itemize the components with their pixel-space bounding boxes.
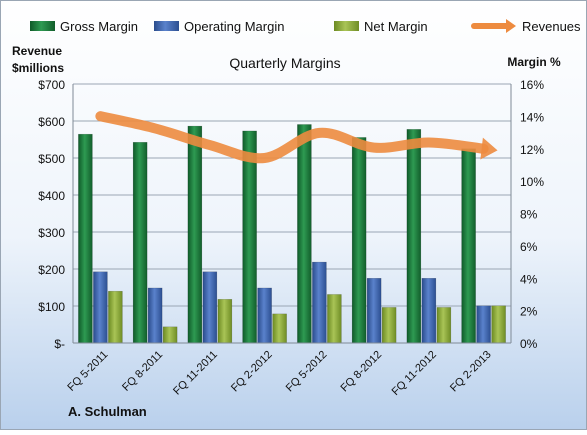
operating-margin-bar — [93, 271, 108, 344]
left-tick-label: $700 — [38, 78, 65, 92]
operating-margin-bar — [257, 287, 272, 344]
gross-margin-bar — [406, 129, 422, 344]
revenues-arrowhead — [480, 137, 498, 160]
net-margin-bar — [217, 299, 233, 344]
net-margin-bar — [162, 326, 178, 344]
left-axis-title-line1: Revenue — [12, 44, 62, 58]
operating-margin-bar — [312, 261, 327, 344]
operating-margin-bar — [202, 271, 218, 344]
left-tick-label: $400 — [38, 189, 65, 203]
gross-margin-bar — [78, 133, 93, 344]
left-tick-label: $500 — [38, 152, 65, 166]
operating-margin-bar — [476, 305, 491, 344]
legend-swatch-operating-margin — [154, 21, 179, 31]
legend: Gross Margin Operating Margin Net Margin Re… — [30, 19, 581, 34]
right-tick-label: 4% — [520, 272, 538, 286]
left-tick-label: $- — [54, 337, 65, 351]
legend-label-revenues: Revenues — [522, 19, 581, 34]
chart-title: Quarterly Margins — [229, 55, 340, 71]
bars — [78, 124, 506, 344]
operating-margin-bar — [421, 278, 437, 344]
legend-label-operating-margin: Operating Margin — [184, 19, 284, 34]
left-tick-label: $600 — [38, 115, 65, 129]
right-tick-label: 0% — [520, 337, 538, 351]
operating-margin-bar — [366, 278, 382, 344]
left-tick-label: $200 — [38, 263, 65, 277]
gross-margin-bar — [187, 125, 203, 344]
legend-swatch-gross-margin — [30, 21, 55, 31]
operating-margin-bar — [147, 287, 163, 344]
net-margin-bar — [491, 305, 506, 344]
right-tick-label: 14% — [520, 110, 544, 124]
revenue-line — [95, 111, 498, 164]
gross-margin-bar — [461, 148, 476, 344]
gross-margin-bar — [297, 124, 312, 344]
left-axis-title-line2: $millions — [12, 61, 64, 75]
legend-swatch-net-margin — [334, 21, 359, 31]
right-tick-label: 16% — [520, 78, 544, 92]
net-margin-bar — [381, 307, 397, 344]
net-margin-bar — [108, 290, 123, 344]
gross-margin-bar — [351, 137, 367, 344]
right-tick-label: 8% — [520, 208, 538, 222]
legend-arrow-revenues — [506, 19, 516, 33]
legend-label-gross-margin: Gross Margin — [60, 19, 138, 34]
revenues-line — [95, 111, 489, 164]
right-tick-label: 10% — [520, 175, 544, 189]
legend-label-net-margin: Net Margin — [364, 19, 428, 34]
net-margin-bar — [272, 313, 287, 344]
net-margin-bar — [436, 307, 452, 344]
gross-margin-bar — [132, 142, 148, 344]
right-tick-label: 6% — [520, 240, 538, 254]
credit-label: A. Schulman — [68, 404, 147, 419]
right-tick-label: 12% — [520, 143, 544, 157]
net-margin-bar — [327, 294, 342, 344]
right-tick-label: 2% — [520, 305, 538, 319]
right-axis-title: Margin % — [507, 55, 561, 69]
left-tick-label: $100 — [38, 300, 65, 314]
left-tick-label: $300 — [38, 226, 65, 240]
